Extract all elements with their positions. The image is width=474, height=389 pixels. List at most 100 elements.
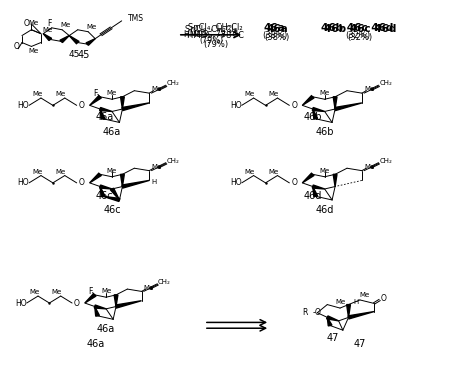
- Text: Me: Me: [32, 91, 42, 97]
- Text: Me: Me: [269, 91, 279, 97]
- Polygon shape: [103, 196, 120, 202]
- Text: F: F: [47, 19, 52, 28]
- Polygon shape: [100, 187, 105, 197]
- Text: SnCl₄, CH₂Cl₂: SnCl₄, CH₂Cl₂: [185, 25, 237, 34]
- Text: (38%): (38%): [262, 31, 287, 40]
- Polygon shape: [122, 180, 149, 188]
- Text: (38%): (38%): [264, 33, 290, 42]
- Text: Me: Me: [43, 27, 53, 33]
- Polygon shape: [90, 173, 101, 183]
- Text: TMS: TMS: [128, 14, 144, 23]
- Polygon shape: [100, 107, 112, 112]
- Text: O: O: [381, 294, 387, 303]
- Text: Me: Me: [335, 299, 345, 305]
- Polygon shape: [348, 312, 374, 319]
- Text: (32%): (32%): [345, 31, 370, 40]
- Polygon shape: [312, 185, 325, 189]
- Polygon shape: [114, 295, 118, 307]
- Polygon shape: [120, 174, 124, 187]
- Text: 46a: 46a: [103, 127, 121, 137]
- Text: HO: HO: [15, 298, 27, 308]
- Polygon shape: [313, 109, 318, 119]
- Text: CH₂: CH₂: [166, 158, 180, 164]
- Text: 46a: 46a: [266, 24, 288, 33]
- Text: 46b: 46b: [315, 127, 334, 137]
- Polygon shape: [333, 97, 337, 109]
- Text: H: H: [353, 299, 358, 305]
- Text: (32%): (32%): [347, 33, 373, 42]
- Text: 46b 46c 46d: 46b 46c 46d: [324, 24, 396, 33]
- Text: 47: 47: [327, 333, 339, 343]
- Text: 46b: 46b: [303, 112, 322, 122]
- Text: 46a: 46a: [96, 112, 114, 122]
- Text: Me: Me: [245, 91, 255, 97]
- Text: SnCl₄, CH₂Cl₂: SnCl₄, CH₂Cl₂: [189, 23, 243, 32]
- Polygon shape: [346, 305, 350, 317]
- Text: Me: Me: [245, 169, 255, 175]
- Polygon shape: [90, 96, 101, 105]
- Polygon shape: [333, 174, 337, 187]
- Polygon shape: [122, 103, 149, 110]
- Text: H: H: [152, 179, 157, 185]
- Text: 46a: 46a: [86, 339, 104, 349]
- Text: HO: HO: [230, 179, 242, 187]
- Text: (79%): (79%): [199, 36, 223, 45]
- Polygon shape: [110, 188, 119, 200]
- Text: 46b 46c 46d: 46b 46c 46d: [321, 23, 394, 33]
- Polygon shape: [43, 33, 52, 40]
- Text: 46d: 46d: [316, 205, 334, 215]
- Text: Me: Me: [32, 169, 42, 175]
- Text: Me: Me: [319, 168, 330, 173]
- Polygon shape: [302, 173, 314, 183]
- Text: Me: Me: [61, 22, 71, 28]
- Text: 46c: 46c: [103, 205, 121, 215]
- Text: 46a: 46a: [264, 23, 286, 33]
- Polygon shape: [94, 305, 106, 309]
- Text: HMDS, -78 °C: HMDS, -78 °C: [184, 30, 238, 39]
- Polygon shape: [327, 316, 338, 321]
- Text: -O: -O: [313, 308, 321, 317]
- Text: Me: Me: [359, 292, 369, 298]
- Text: Me: Me: [56, 169, 66, 175]
- Polygon shape: [120, 97, 124, 109]
- Text: 47: 47: [354, 339, 366, 349]
- Text: Me: Me: [28, 48, 39, 54]
- Polygon shape: [86, 39, 95, 45]
- Text: Me: Me: [364, 164, 374, 170]
- Text: Me: Me: [152, 86, 162, 93]
- Text: F: F: [93, 89, 98, 98]
- Polygon shape: [85, 294, 96, 303]
- Text: 46c: 46c: [96, 191, 113, 202]
- Text: 46a: 46a: [97, 324, 115, 334]
- Text: Me: Me: [107, 168, 117, 173]
- Text: Me: Me: [269, 169, 279, 175]
- Polygon shape: [302, 96, 314, 105]
- Text: Me: Me: [52, 289, 62, 295]
- Text: Me: Me: [144, 285, 154, 291]
- Text: CH₂: CH₂: [166, 81, 180, 86]
- Polygon shape: [327, 317, 332, 326]
- Text: 45: 45: [77, 50, 90, 60]
- Text: Me: Me: [87, 24, 97, 30]
- Text: Me: Me: [107, 90, 117, 96]
- Text: F: F: [88, 287, 93, 296]
- Text: Me: Me: [152, 164, 162, 170]
- Text: HO: HO: [18, 101, 29, 110]
- Text: O: O: [74, 298, 80, 308]
- Text: O: O: [291, 101, 297, 110]
- Text: 46d: 46d: [303, 191, 322, 202]
- Text: Me: Me: [56, 91, 66, 97]
- Text: HMDS, -78 °C: HMDS, -78 °C: [187, 31, 244, 40]
- Polygon shape: [313, 187, 318, 197]
- Text: Me: Me: [29, 289, 39, 295]
- Text: HO: HO: [18, 179, 29, 187]
- Text: O: O: [13, 42, 19, 51]
- Text: 45: 45: [68, 51, 80, 60]
- Text: O: O: [291, 179, 297, 187]
- Text: CH₂: CH₂: [379, 81, 392, 86]
- Text: CH₂: CH₂: [158, 279, 171, 285]
- Polygon shape: [100, 109, 105, 119]
- Polygon shape: [95, 307, 100, 316]
- Text: HO: HO: [230, 101, 242, 110]
- Text: O: O: [24, 19, 30, 28]
